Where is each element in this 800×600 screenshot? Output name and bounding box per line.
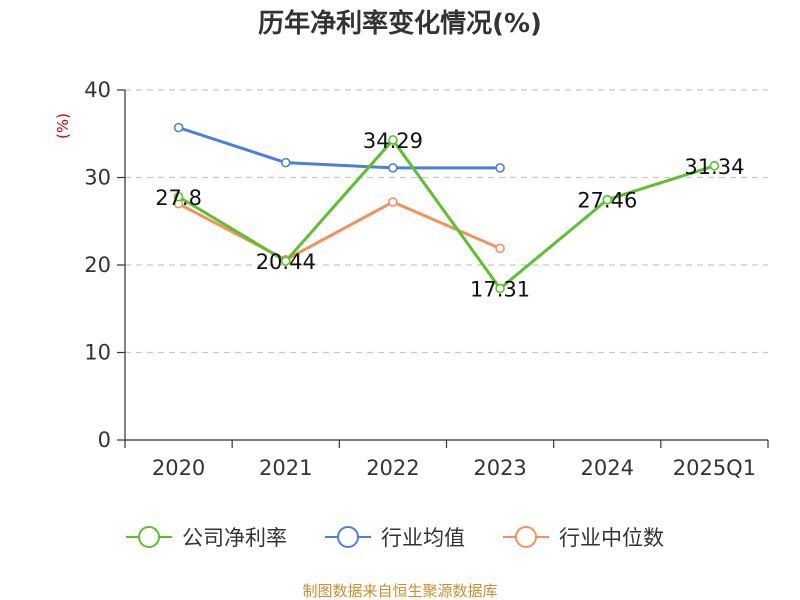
x-tick-label: 2020 [152, 456, 205, 480]
data-label: 31.34 [684, 155, 744, 179]
chart-title: 历年净利率变化情况(%) [258, 8, 542, 39]
data-label: 20.44 [256, 250, 316, 274]
legend: 公司净利率 行业均值 行业中位数 [126, 526, 664, 550]
data-label: 27.46 [577, 189, 637, 213]
data-point [388, 197, 398, 207]
series-line-1 [178, 126, 501, 170]
x-tick-label: 2021 [259, 456, 312, 480]
data-point [173, 191, 184, 202]
series-lines [173, 122, 720, 294]
y-tick-label: 40 [84, 78, 111, 102]
data-point [388, 163, 398, 173]
data-point [280, 157, 291, 168]
x-tick-label: 2025Q1 [673, 456, 756, 480]
data-point [280, 256, 291, 266]
legend-label: 公司净利率 [182, 526, 287, 550]
legend-swatch-marker [138, 526, 160, 548]
legend-swatch-marker [515, 526, 537, 548]
series-line-0 [177, 138, 715, 291]
y-tick-label: 0 [98, 428, 111, 452]
data-point [495, 163, 505, 173]
series-line-2 [177, 200, 501, 262]
legend-label: 行业均值 [381, 526, 465, 550]
grid-lines [125, 89, 768, 354]
axes: 0 10 20 30 40 2020 2021 2022 2023 2024 2025Q1 [84, 78, 769, 480]
source-note: 制图数据来自恒生聚源数据库 [302, 582, 497, 600]
legend-swatch-marker [337, 526, 359, 548]
y-tick-label: 30 [84, 166, 111, 190]
data-point [388, 135, 398, 145]
data-point [709, 160, 720, 171]
data-point [495, 243, 505, 254]
data-labels: 27.8 20.44 34.29 17.31 27.46 31.34 [155, 129, 744, 302]
y-tick-label: 20 [84, 253, 111, 277]
data-point [602, 194, 613, 205]
x-tick-label: 2024 [581, 456, 634, 480]
data-label: 34.29 [363, 129, 423, 153]
x-tick-label: 2023 [473, 456, 526, 480]
legend-label: 行业中位数 [559, 526, 664, 550]
data-point [495, 283, 505, 294]
y-tick-label: 10 [84, 341, 111, 365]
data-label: 27.8 [155, 186, 202, 210]
y-axis-unit-label: (%) [54, 113, 72, 139]
data-label: 17.31 [470, 278, 530, 302]
data-point [173, 122, 184, 133]
x-tick-label: 2022 [366, 456, 419, 480]
